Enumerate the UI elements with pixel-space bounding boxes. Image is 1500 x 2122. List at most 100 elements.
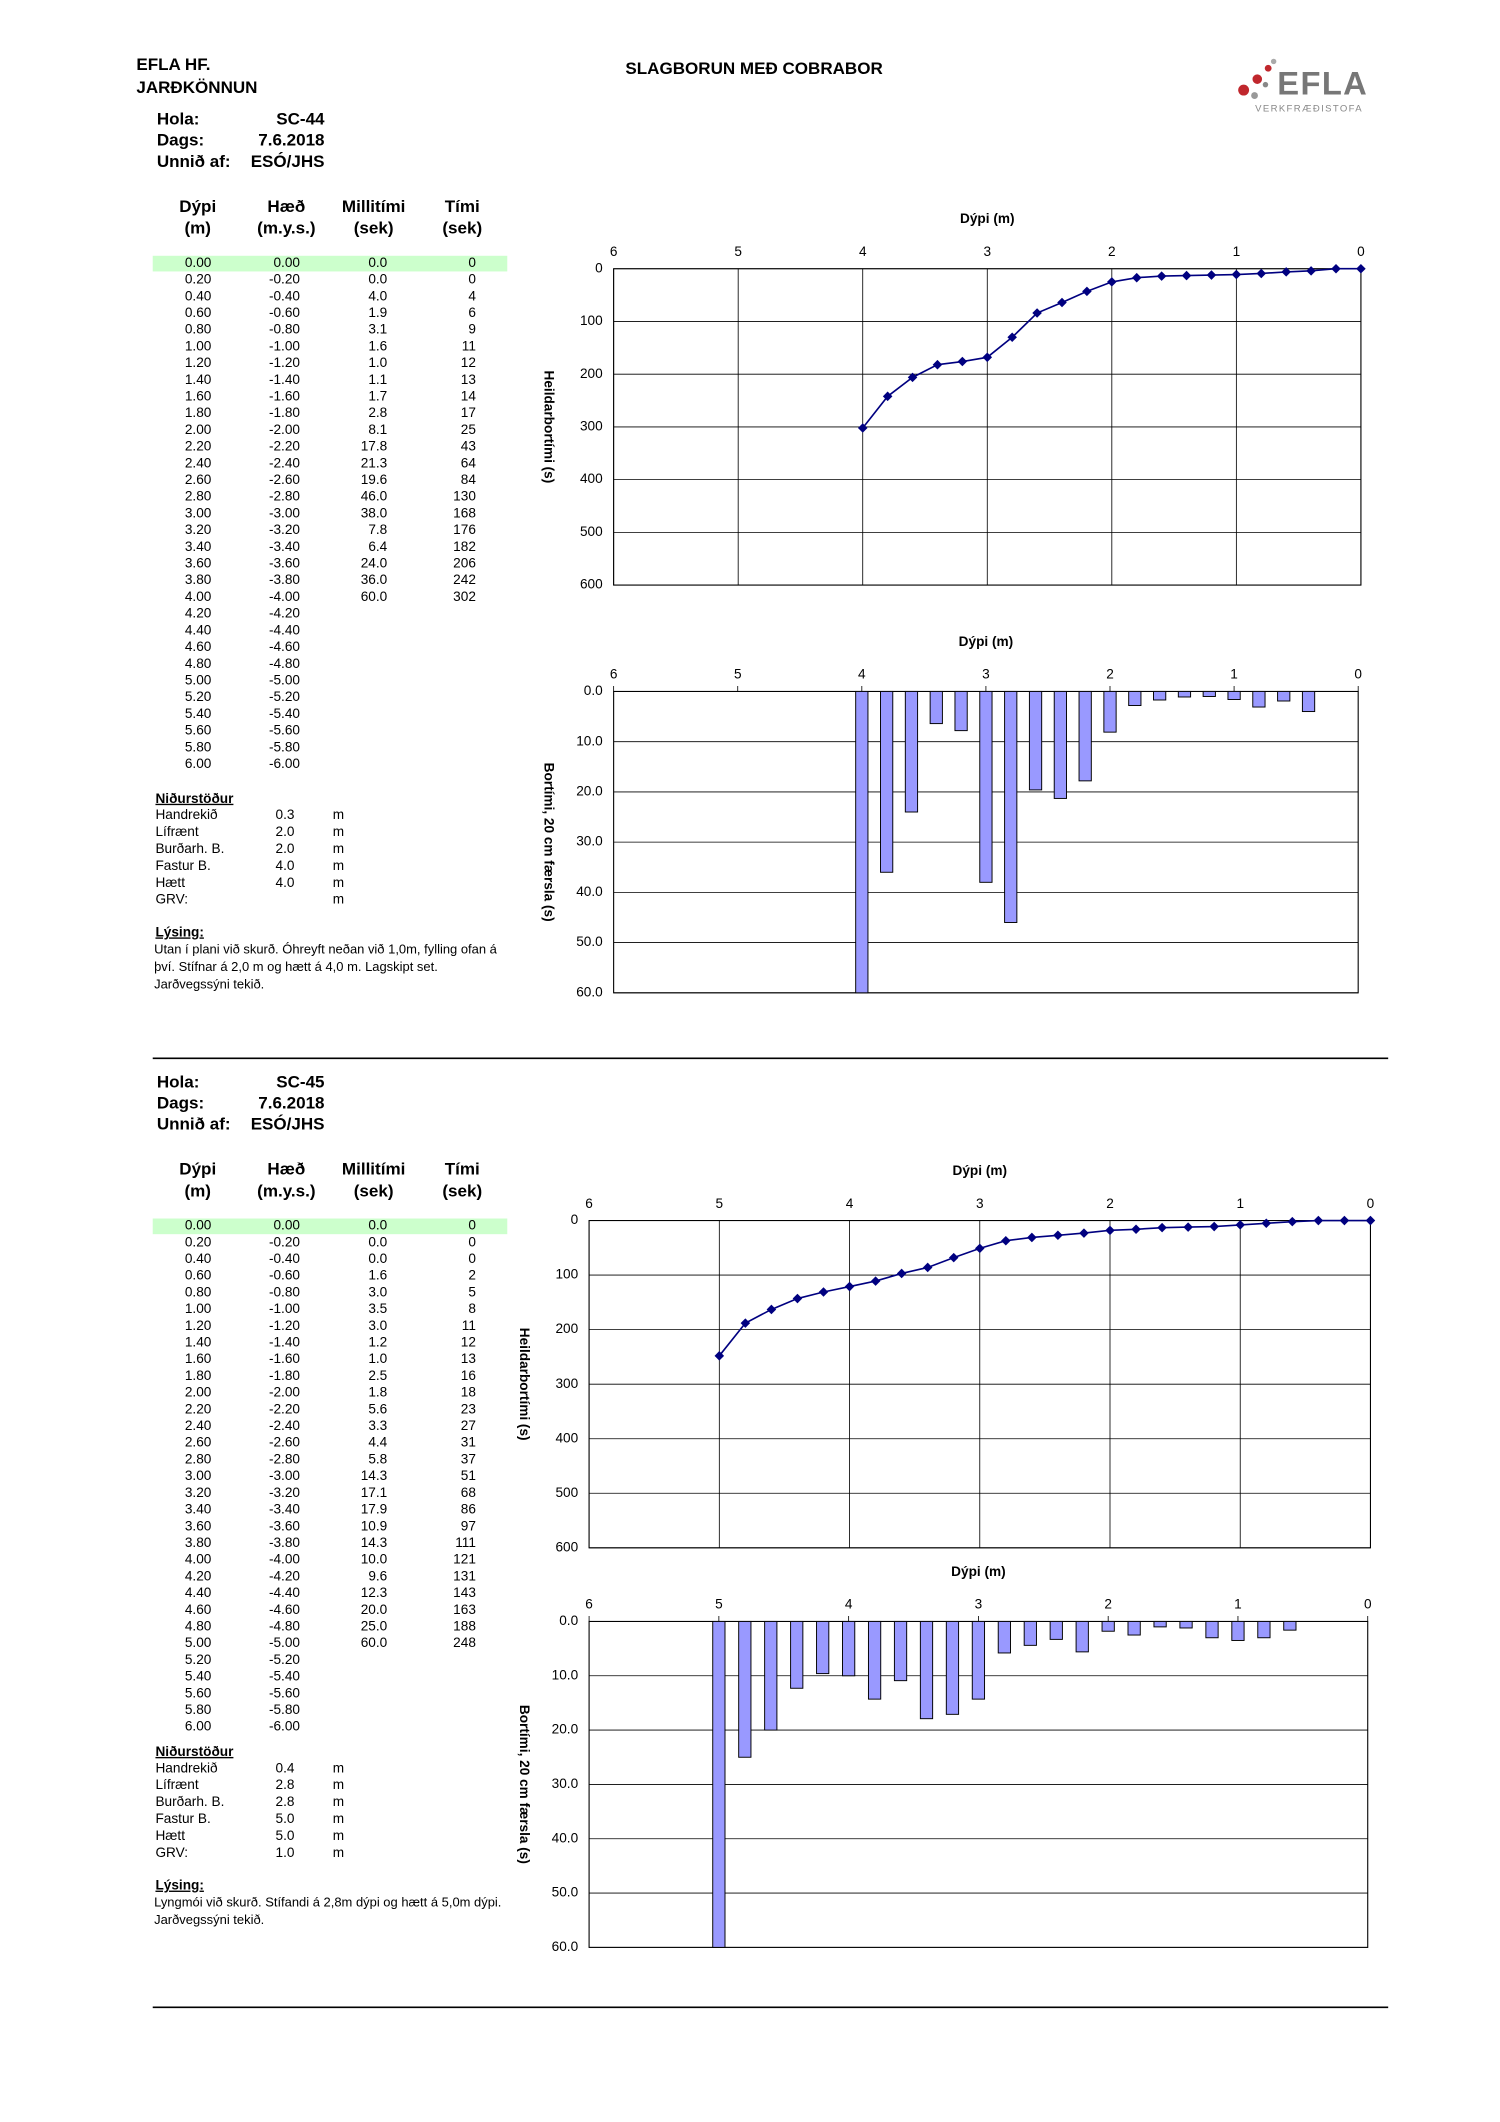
table-cell: 242 [453,572,476,587]
y-tick-label: 500 [555,1485,578,1500]
table-cell: 19.6 [361,472,388,487]
table-cell: 3.40 [185,1502,212,1517]
table-cell: 0 [468,255,476,270]
table-cell: 5.20 [185,689,212,704]
table-cell: 302 [453,589,476,604]
data-point [882,391,893,402]
table-cell: 6.4 [368,539,387,554]
result-unit: m [333,1828,344,1843]
bar [1231,1620,1245,1641]
table-cell: -5.80 [269,739,300,754]
y-tick-label: 300 [580,419,603,434]
table-cell: 4.60 [185,1602,212,1617]
bar [893,1620,908,1682]
info-label: Dags: [157,1093,204,1112]
bar [1128,690,1142,706]
result-label: Hætt [155,875,185,890]
table-cell: -3.40 [269,539,300,554]
y-tick-label: 200 [555,1321,578,1336]
table-cell: 1.20 [185,355,212,370]
table-header: Hæð [267,1160,305,1179]
table-cell: 0.00 [185,255,212,270]
result-value: 5.0 [276,1811,295,1826]
table-cell: 1.00 [185,338,212,353]
table-cell: -3.80 [269,572,300,587]
table-cell: 5.60 [185,723,212,738]
table-cell: -5.80 [269,1702,300,1717]
table-cell: 37 [461,1451,476,1466]
table-cell: 17.1 [361,1485,388,1500]
table-cell: 2.60 [185,1435,212,1450]
description-title: Lýsing: [155,924,203,939]
table-cell: 3.1 [368,322,387,337]
data-point [907,372,918,383]
table-cell: -3.60 [269,1518,300,1533]
table-header: (m) [184,1181,211,1200]
table-cell: -3.60 [269,556,300,571]
bar [1153,690,1167,701]
table-cell: 1.00 [185,1301,212,1316]
data-point [1053,1230,1063,1241]
table-header: (sek) [442,1181,482,1200]
table-cell: -3.00 [269,1468,300,1483]
table-cell: 10.9 [361,1518,388,1533]
x-tick-label: 3 [975,1597,983,1612]
table-cell: -3.00 [269,505,300,520]
description: Utan í plani við skurð. Óhreyft neðan vi… [154,942,497,992]
table-cell: 51 [461,1468,476,1483]
row-highlight [152,1218,508,1235]
bar [1301,690,1316,713]
table-cell: 14 [461,389,477,404]
table-cell: 27 [461,1418,476,1433]
table-cell: -1.40 [269,372,300,387]
table-cell: -3.20 [269,522,300,537]
result-label: Handrekið [155,807,218,822]
table-cell: 0.60 [185,305,212,320]
y-tick-label: 20.0 [576,784,603,799]
table-cell: 0 [468,272,476,287]
y-tick-label: 500 [580,524,603,539]
bar [816,1620,830,1675]
bar [855,690,869,994]
table-cell: 0.40 [185,288,212,303]
table-cell: 5.60 [185,1685,212,1700]
table-cell: 2 [468,1268,476,1283]
table-cell: 1.9 [368,305,387,320]
table-cell: 11 [462,1318,476,1333]
table-cell: 84 [461,472,477,487]
result-unit: m [333,892,344,907]
table-cell: 4.40 [185,622,212,637]
bar [1227,690,1241,700]
table-cell: -3.80 [269,1535,300,1550]
result-label: Fastur B. [155,1811,210,1826]
table-cell: 14.3 [361,1535,388,1550]
table-cell: 9 [468,322,476,337]
y-tick-label: 200 [580,366,603,381]
data-point [870,1276,881,1286]
table-cell: 121 [453,1552,476,1567]
table-cell: 0.0 [368,1251,387,1266]
data-point [714,1351,725,1361]
results-title: Niðurstöður [155,791,234,806]
result-value: 0.3 [276,807,295,822]
table-cell: -4.40 [269,1585,300,1600]
table-cell: 8 [468,1301,476,1316]
table-cell: 5.8 [368,1451,387,1466]
data-point [1027,1232,1037,1243]
y-tick-label: 40.0 [552,1830,579,1845]
table-cell: 60.0 [361,1635,388,1650]
table-cell: -5.60 [269,1685,300,1700]
table-cell: -4.20 [269,1568,300,1583]
table-cell: 1.2 [368,1335,387,1350]
result-value: 4.0 [276,858,295,873]
data-point [957,356,968,367]
table-cell: 2.60 [185,472,212,487]
table-header: (m.y.s.) [257,1181,315,1200]
table-cell: -2.20 [269,1401,300,1416]
x-tick-label: 4 [845,1597,853,1612]
x-axis-label: Dýpi (m) [951,1564,1006,1579]
table-cell: 143 [453,1585,476,1600]
table-cell: 3.3 [368,1418,387,1433]
table-cell: 64 [461,455,477,470]
